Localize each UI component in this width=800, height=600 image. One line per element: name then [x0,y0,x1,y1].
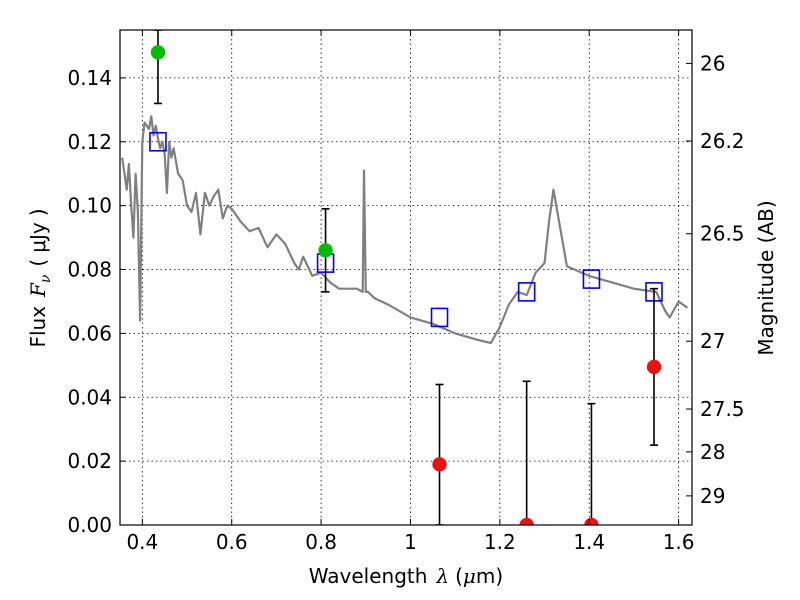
y-axis-title: Flux Fν ( μJy) [26,208,54,347]
y2-tick-label: 26.2 [700,129,745,153]
y2-tick-label: 27.5 [700,397,745,421]
x-tick-label: 1.2 [484,530,516,554]
y-axis-paren-close: ) [26,208,50,216]
y-tick-label: 0.02 [67,449,112,473]
y-tick-label: 0.00 [67,513,112,537]
x-tick-label: 1.4 [573,530,605,554]
x-axis-unit-prefix: μ [463,564,476,588]
plot-frame [119,29,693,526]
y-axis-paren-open: ( [26,259,50,267]
model-photometry-square [517,282,536,302]
observed-flux-point [584,517,599,525]
y-tick-label: 0.14 [67,66,112,90]
x-axis-paren-open: ( [455,564,463,588]
model-spectrum-line [121,115,689,345]
y2-axis-title: Magnitude (AB) [754,200,778,355]
model-photometry-square [582,269,601,289]
plot-area [121,30,689,525]
y2-tick-label: 26 [700,51,725,75]
x-axis-unit: m [476,564,495,588]
observed-flux-point [150,45,166,60]
model-photometry-square [149,131,167,152]
plot-clip-group [121,30,689,525]
x-tick-label: 1 [404,530,417,554]
y2-tick-label: 28 [700,440,725,464]
y2-tick-label: 26.5 [700,222,745,246]
x-axis-word: Wavelength [309,564,428,588]
axis-ticks: 0.4 0.6 0.8 1 1.2 1.4 1.6 0.00 0.02 0.04 0.06 0.08 0… [67,30,745,554]
y-axis-symbol: F [26,282,50,298]
y-tick-label: 0.04 [67,385,112,409]
y-axis-subscript: ν [38,274,54,283]
y-tick-label: 0.12 [67,130,112,154]
x-axis-paren-close: ) [495,564,503,588]
observed-flux-point [432,457,447,472]
x-tick-label: 0.6 [216,530,248,554]
model-photometry-square [430,307,449,328]
y2-tick-label: 29 [700,484,725,508]
x-axis-symbol: λ [435,564,449,588]
x-tick-label: 1.6 [663,530,695,554]
grid-lines [120,30,692,526]
x-tick-label: 0.4 [126,530,158,554]
x-axis-title: Wavelength λ (μm) [309,564,503,588]
y-tick-label: 0.08 [67,258,112,282]
y-tick-label: 0.10 [67,194,112,218]
y2-tick-label: 27 [700,329,725,353]
y-axis-word: Flux [26,306,50,348]
y-axis-unit: μJy [26,222,50,253]
y-tick-label: 0.06 [67,321,112,345]
observed-flux-point [519,517,534,525]
observed-flux-point [646,359,662,375]
observed-flux-point [318,243,333,258]
x-tick-label: 0.8 [305,530,337,554]
